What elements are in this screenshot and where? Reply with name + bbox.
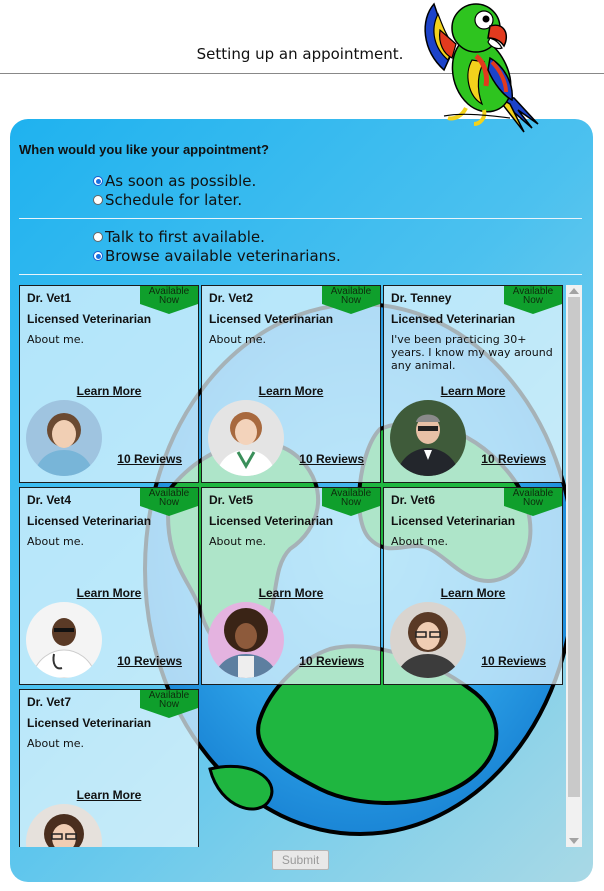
radio-label: Schedule for later. <box>105 191 243 209</box>
badge-line2: Now <box>158 699 179 710</box>
page-title: Setting up an appointment. <box>196 45 404 63</box>
reviews-link[interactable]: 10 Reviews <box>481 452 546 466</box>
vet-about: About me. <box>391 535 448 548</box>
vet-title: Licensed Veterinarian <box>391 312 516 326</box>
reviews-link[interactable]: 10 Reviews <box>299 452 364 466</box>
radio-label: Browse available veterinarians. <box>105 247 341 265</box>
vet-title: Licensed Veterinarian <box>209 312 334 326</box>
learn-more-link[interactable]: Learn More <box>76 788 142 802</box>
radio-button[interactable] <box>93 195 103 205</box>
radio-button[interactable] <box>93 176 103 186</box>
vet-about: About me. <box>27 535 84 548</box>
learn-more-link[interactable]: Learn More <box>440 384 506 398</box>
available-now-badge: Available Now <box>504 488 562 516</box>
badge-line2: Now <box>522 497 543 508</box>
badge-line1: Available <box>330 488 372 499</box>
available-now-badge: Available Now <box>322 488 380 516</box>
learn-more-link[interactable]: Learn More <box>258 384 324 398</box>
scroll-down-arrow-icon[interactable] <box>569 838 579 844</box>
learn-more-link[interactable]: Learn More <box>258 586 324 600</box>
vet-about: I've been practicing 30+ years. I know m… <box>391 333 553 372</box>
available-now-badge: Available Now <box>140 690 198 718</box>
vet-name: Dr. Tenney <box>391 291 452 305</box>
badge-line1: Available <box>512 286 554 297</box>
badge-line1: Available <box>148 488 190 499</box>
learn-more-link[interactable]: Learn More <box>76 384 142 398</box>
vet-card[interactable]: Dr. Vet2 Licensed Veterinarian About me.… <box>201 285 381 483</box>
vet-title: Licensed Veterinarian <box>391 514 516 528</box>
vet-avatar <box>26 804 102 847</box>
vet-avatar <box>390 400 466 476</box>
learn-more-link[interactable]: Learn More <box>440 586 506 600</box>
badge-line2: Now <box>158 295 179 306</box>
submit-button[interactable]: Submit <box>272 850 329 870</box>
available-now-badge: Available Now <box>140 286 198 314</box>
reviews-link[interactable]: 10 Reviews <box>299 654 364 668</box>
vet-avatar <box>208 602 284 678</box>
radio-button[interactable] <box>93 232 103 242</box>
parrot-mascot-icon <box>424 2 539 133</box>
vet-name: Dr. Vet6 <box>391 493 436 507</box>
radio-first-available[interactable]: Talk to first available. <box>93 227 265 247</box>
vet-card[interactable]: Dr. Vet6 Licensed Veterinarian About me.… <box>383 487 563 685</box>
badge-line1: Available <box>148 286 190 297</box>
vet-avatar <box>26 400 102 476</box>
radio-button[interactable] <box>93 251 103 261</box>
vet-card[interactable]: Dr. Vet4 Licensed Veterinarian About me.… <box>19 487 199 685</box>
header-divider <box>0 73 604 74</box>
vet-grid: Dr. Vet1 Licensed Veterinarian About me.… <box>19 285 565 847</box>
vet-card[interactable]: Dr. Vet5 Licensed Veterinarian About me.… <box>201 487 381 685</box>
vet-avatar <box>26 602 102 678</box>
badge-line1: Available <box>148 690 190 701</box>
badge-line1: Available <box>330 286 372 297</box>
vet-name: Dr. Vet7 <box>27 695 72 709</box>
vet-about: About me. <box>209 333 266 346</box>
vet-card[interactable]: Dr. Vet7 Licensed Veterinarian About me.… <box>19 689 199 847</box>
reviews-link[interactable]: 10 Reviews <box>117 654 182 668</box>
vet-about: About me. <box>27 333 84 346</box>
vet-card[interactable]: Dr. Tenney Licensed Veterinarian I've be… <box>383 285 563 483</box>
radio-asap[interactable]: As soon as possible. <box>93 171 256 191</box>
vet-name: Dr. Vet1 <box>27 291 72 305</box>
vet-name: Dr. Vet2 <box>209 291 254 305</box>
scrollbar-thumb[interactable] <box>568 297 580 797</box>
vet-avatar <box>208 400 284 476</box>
vet-avatar <box>390 602 466 678</box>
reviews-link[interactable]: 10 Reviews <box>117 452 182 466</box>
appointment-question: When would you like your appointment? <box>19 142 269 157</box>
vet-title: Licensed Veterinarian <box>27 716 152 730</box>
radio-label: Talk to first available. <box>105 228 265 246</box>
radio-label: As soon as possible. <box>105 172 257 190</box>
available-now-badge: Available Now <box>504 286 562 314</box>
vet-card[interactable]: Dr. Vet1 Licensed Veterinarian About me.… <box>19 285 199 483</box>
appointment-panel: When would you like your appointment? As… <box>10 119 593 882</box>
section-divider <box>19 218 582 219</box>
available-now-badge: Available Now <box>322 286 380 314</box>
learn-more-link[interactable]: Learn More <box>76 586 142 600</box>
available-now-badge: Available Now <box>140 488 198 516</box>
section-divider <box>19 274 582 275</box>
badge-line1: Available <box>512 488 554 499</box>
badge-line2: Now <box>340 497 361 508</box>
reviews-link[interactable]: 10 Reviews <box>481 654 546 668</box>
radio-browse-vets[interactable]: Browse available veterinarians. <box>93 246 341 266</box>
radio-schedule-later[interactable]: Schedule for later. <box>93 190 242 210</box>
badge-line2: Now <box>522 295 543 306</box>
vet-title: Licensed Veterinarian <box>27 312 152 326</box>
vet-title: Licensed Veterinarian <box>209 514 334 528</box>
vet-about: About me. <box>27 737 84 750</box>
badge-line2: Now <box>340 295 361 306</box>
vet-about: About me. <box>209 535 266 548</box>
badge-line2: Now <box>158 497 179 508</box>
vet-title: Licensed Veterinarian <box>27 514 152 528</box>
vet-name: Dr. Vet4 <box>27 493 72 507</box>
vet-name: Dr. Vet5 <box>209 493 254 507</box>
vet-list-scrollbar[interactable] <box>566 285 582 847</box>
scroll-up-arrow-icon[interactable] <box>569 288 579 294</box>
